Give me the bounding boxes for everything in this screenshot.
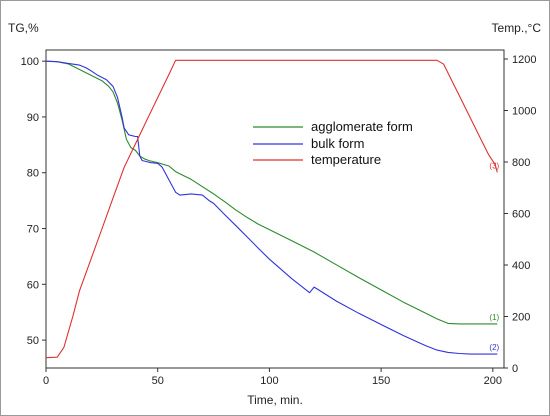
- left-tick-label: 90: [27, 112, 39, 124]
- left-tick-label: 70: [27, 224, 39, 236]
- series-layer: (1) (2) (3): [45, 59, 500, 359]
- curve-end-label: (3): [489, 161, 499, 170]
- y-right-axis-title: Temp.,°C: [492, 21, 542, 35]
- right-tick-label: 1200: [512, 54, 536, 66]
- right-tick-label: 600: [512, 209, 530, 221]
- x-tick-label: 100: [260, 375, 278, 387]
- curve-end-label: (1): [489, 313, 499, 322]
- right-axis-ticks: 0 200 400 600 800 1000 1200: [504, 54, 536, 375]
- left-tick-label: 100: [21, 56, 39, 68]
- right-tick-label: 0: [512, 363, 518, 375]
- x-tick-label: 150: [372, 375, 390, 387]
- legend-label-temperature: temperature: [311, 152, 381, 167]
- x-tick-label: 200: [484, 375, 502, 387]
- plot-area: [45, 49, 505, 369]
- right-tick-label: 400: [512, 260, 530, 272]
- left-tick-label: 50: [27, 335, 39, 347]
- x-axis-title: Time, min.: [247, 393, 303, 407]
- right-tick-label: 800: [512, 157, 530, 169]
- left-tick-label: 60: [27, 279, 39, 291]
- right-tick-label: 200: [512, 312, 530, 324]
- temperature-line: [45, 59, 498, 359]
- right-tick-label: 1000: [512, 106, 536, 118]
- legend-label-agglomerate: agglomerate form: [311, 119, 413, 134]
- legend-label-bulk: bulk form: [311, 136, 364, 151]
- bottom-axis-ticks: 0 50 100 150 200: [43, 368, 502, 387]
- x-tick-label: 0: [43, 375, 49, 387]
- bulk-form-line: [45, 60, 498, 355]
- left-tick-label: 80: [27, 168, 39, 180]
- x-tick-label: 50: [152, 375, 164, 387]
- left-axis-ticks: 50 60 70 80 90 100: [21, 56, 46, 347]
- y-left-axis-title: TG,%: [8, 21, 39, 35]
- curve-end-label: (2): [489, 343, 499, 352]
- agglomerate-form-line: [45, 60, 498, 325]
- legend: agglomerate form bulk form temperature: [253, 119, 413, 167]
